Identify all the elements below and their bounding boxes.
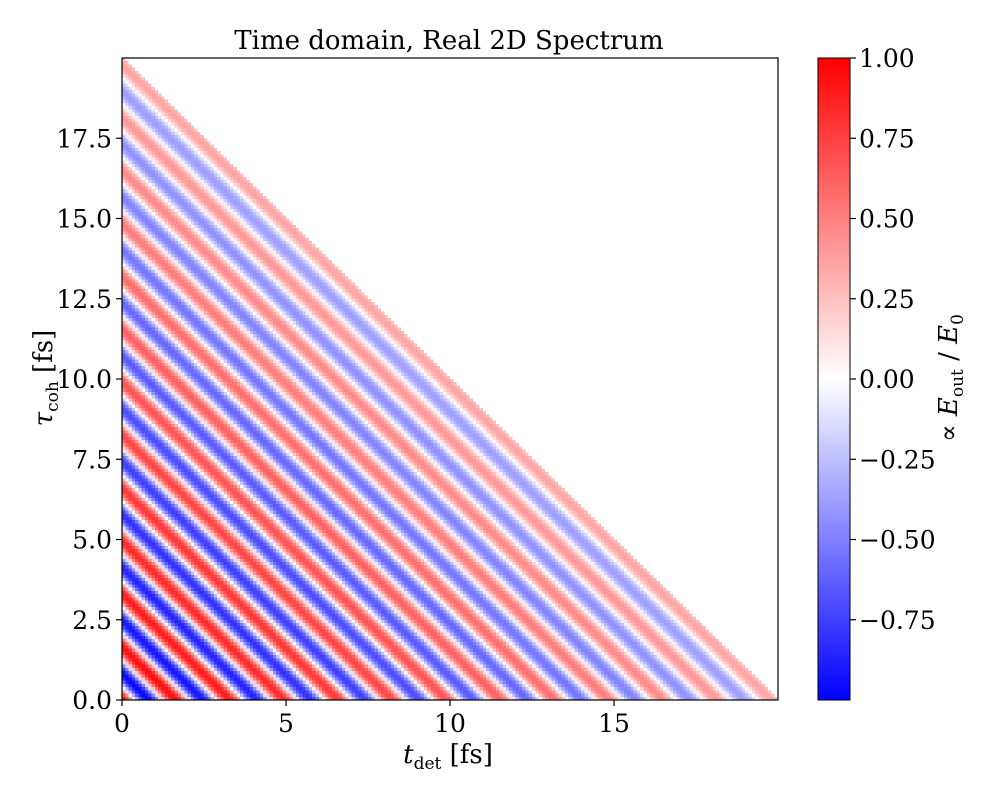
x-axis-label: tdet [fs] [403, 740, 493, 774]
colorbar-label-sub-out: out [948, 369, 968, 397]
colorbar-label: ∝ Eout / E0 [934, 314, 968, 442]
colorbar-tick-label: −0.50 [859, 526, 936, 555]
colorbar [817, 57, 851, 701]
y-axis-ticks: 0.0 2.5 5.0 7.5 10.0 12.5 15.0 17.5 [56, 124, 122, 715]
colorbar-ticks: 1.00 0.75 0.50 0.25 0.00 −0.25 −0.50 −0.75 [850, 44, 936, 635]
colorbar-gradient [817, 57, 851, 701]
x-tick-label: 10 [434, 709, 466, 738]
chart-title: Time domain, Real 2D Spectrum [234, 26, 663, 56]
y-tick-label: 10.0 [56, 365, 112, 394]
colorbar-label-symbol-0: E [934, 325, 964, 345]
x-axis-ticks: 0 5 10 15 [114, 700, 630, 738]
colorbar-label-prefix: ∝ [934, 416, 964, 442]
x-tick-label: 0 [114, 709, 130, 738]
y-tick-label: 12.5 [56, 285, 112, 314]
heatmap-image [122, 58, 778, 700]
y-tick-label: 5.0 [72, 526, 112, 555]
x-axis-symbol: t [403, 740, 414, 770]
colorbar-tick-label: 0.25 [859, 285, 915, 314]
x-axis-subscript: det [414, 754, 442, 774]
colorbar-label-sub-0: 0 [948, 314, 968, 325]
colorbar-tick-label: −0.25 [859, 445, 936, 474]
y-axis-unit: [fs] [29, 330, 59, 373]
colorbar-tick-label: 0.50 [859, 205, 915, 234]
colorbar-label-slash: / [934, 344, 964, 369]
colorbar-tick-label: 0.75 [859, 124, 915, 153]
y-tick-label: 15.0 [56, 205, 112, 234]
heatmap-plot [121, 57, 779, 701]
x-tick-label: 15 [598, 709, 630, 738]
colorbar-tick-label: 0.00 [859, 365, 915, 394]
y-axis-symbol: τ [29, 411, 59, 426]
y-tick-label: 17.5 [56, 124, 112, 153]
x-axis-unit: [fs] [450, 740, 493, 770]
colorbar-tick-label: 1.00 [859, 44, 915, 73]
colorbar-tick-label: −0.75 [859, 606, 936, 635]
colorbar-label-symbol-out: E [934, 397, 964, 417]
y-axis-label: τcoh [fs] [29, 330, 63, 427]
y-tick-label: 7.5 [72, 445, 112, 474]
y-tick-label: 2.5 [72, 606, 112, 635]
x-tick-label: 5 [278, 709, 294, 738]
y-axis-subscript: coh [43, 381, 63, 412]
y-tick-label: 0.0 [72, 686, 112, 715]
